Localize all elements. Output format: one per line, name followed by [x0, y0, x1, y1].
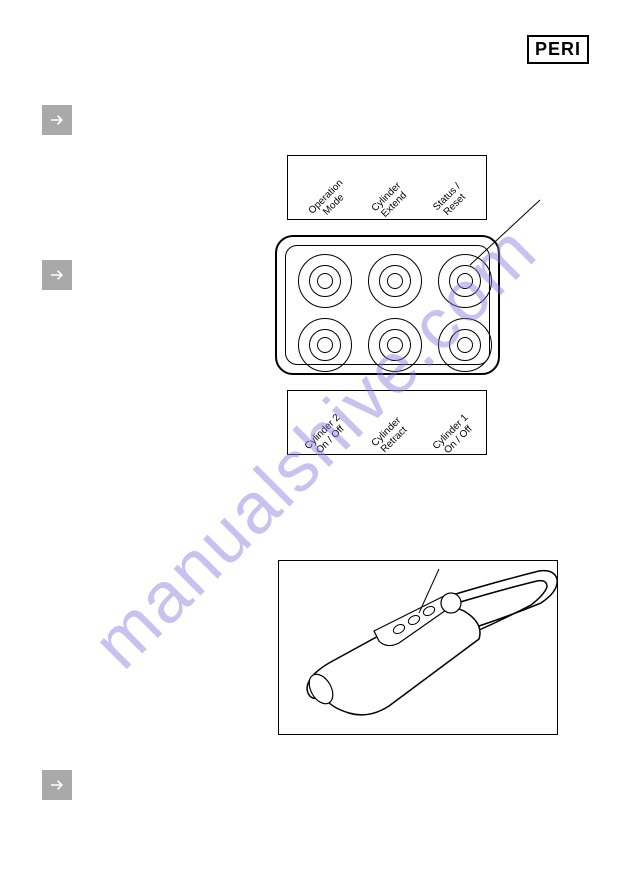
panel-button: [438, 318, 492, 372]
peri-logo: PERI: [527, 35, 589, 64]
leader-line-top: [470, 200, 560, 270]
remote-control-figure: [278, 560, 558, 735]
remote-illustration: [279, 561, 559, 736]
button-panel-figure: OperationMode CylinderExtend Status /Res…: [275, 155, 500, 455]
panel-button: [298, 318, 352, 372]
panel-inner-frame: [285, 245, 490, 365]
panel-button: [368, 254, 422, 308]
logo-text: PERI: [535, 39, 581, 59]
top-label-box: OperationMode CylinderExtend Status /Res…: [287, 155, 487, 220]
label-status-reset: Status /Reset: [431, 181, 471, 221]
panel-button: [368, 318, 422, 372]
label-operation-mode: OperationMode: [307, 178, 354, 225]
note-arrow-icon: [42, 770, 72, 800]
note-arrow-icon: [42, 260, 72, 290]
label-cylinder1-onoff: Cylinder 1On / Off: [431, 412, 478, 459]
bottom-label-box: Cylinder 2On / Off CylinderRetract Cylin…: [287, 390, 487, 455]
label-cylinder2-onoff: Cylinder 2On / Off: [303, 412, 350, 459]
label-cylinder-extend: CylinderExtend: [370, 180, 411, 221]
note-arrow-icon: [42, 105, 72, 135]
six-button-panel: [275, 235, 500, 375]
label-cylinder-retract: CylinderRetract: [370, 415, 411, 456]
panel-button: [298, 254, 352, 308]
